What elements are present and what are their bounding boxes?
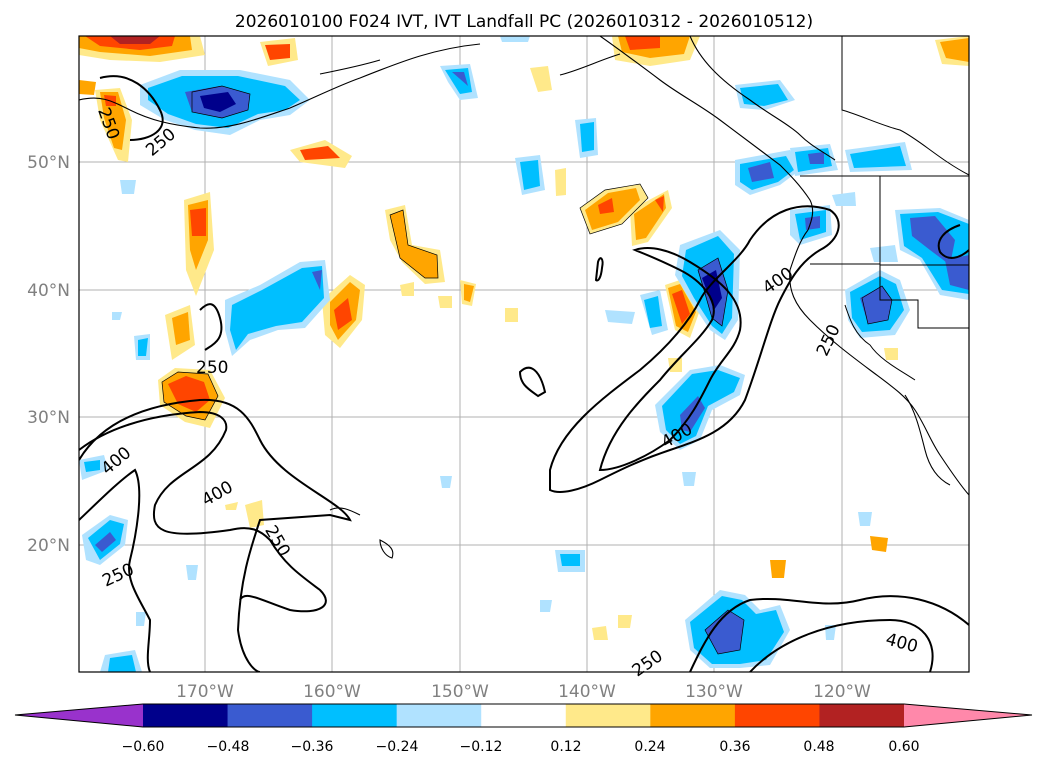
lon-label-160w: 160°W xyxy=(303,682,361,702)
colorbar-outline xyxy=(14,703,1033,728)
longitude-labels: 170°W 160°W 150°W 140°W 130°W 120°W xyxy=(176,682,871,702)
colorbar: −0.60 −0.48 −0.36 −0.24 −0.12 0.12 0.24 … xyxy=(14,703,1033,755)
lat-label-40n: 40°N xyxy=(27,281,70,301)
colorbar-tick-label: 0.36 xyxy=(719,739,750,755)
colorbar-cell xyxy=(650,704,736,727)
colorbar-extend-low xyxy=(15,704,143,727)
contour-label: 250 xyxy=(196,358,228,378)
lon-label-170w: 170°W xyxy=(176,682,234,702)
colorbar-tick-label: −0.36 xyxy=(291,739,334,755)
ivt-contours xyxy=(79,75,969,672)
colorbar-cell xyxy=(396,704,482,727)
colorbar-extend-high xyxy=(904,704,1032,727)
lat-label-30n: 30°N xyxy=(27,408,70,428)
colorbar-cell xyxy=(565,704,651,727)
colorbar-cell xyxy=(819,704,905,727)
colorbar-tick-label: −0.60 xyxy=(122,739,165,755)
colorbar-cell xyxy=(227,704,313,727)
colorbar-tick-label: 0.12 xyxy=(550,739,581,755)
lon-label-150w: 150°W xyxy=(431,682,489,702)
political-borders xyxy=(800,36,969,381)
lon-label-130w: 130°W xyxy=(685,682,743,702)
colorbar-tick-label: 0.60 xyxy=(888,739,919,755)
map-frame xyxy=(78,35,970,673)
coastlines xyxy=(79,36,969,559)
colorbar-tick-label: 0.24 xyxy=(634,739,665,755)
colorbar-tick-label: 0.48 xyxy=(803,739,834,755)
anomaly-contour-outlines xyxy=(161,85,893,655)
colorbar-cell xyxy=(143,704,229,727)
colorbar-tick-label: −0.24 xyxy=(376,739,419,755)
latitude-labels: 50°N 40°N 30°N 20°N xyxy=(27,153,70,556)
lat-label-20n: 20°N xyxy=(27,536,70,556)
colorbar-cell xyxy=(734,704,820,727)
colorbar-cell xyxy=(312,704,398,727)
lon-label-140w: 140°W xyxy=(558,682,616,702)
colorbar-tick-label: −0.12 xyxy=(460,739,503,755)
figure-title: 2026010100 F024 IVT, IVT Landfall PC (20… xyxy=(235,12,813,32)
lon-label-120w: 120°W xyxy=(813,682,871,702)
map-panel: 250 250 250 400 400 250 250 400 400 250 … xyxy=(78,35,970,681)
colorbar-cell xyxy=(481,704,567,727)
colorbar-tick-label: −0.48 xyxy=(207,739,250,755)
lat-label-50n: 50°N xyxy=(27,153,70,173)
